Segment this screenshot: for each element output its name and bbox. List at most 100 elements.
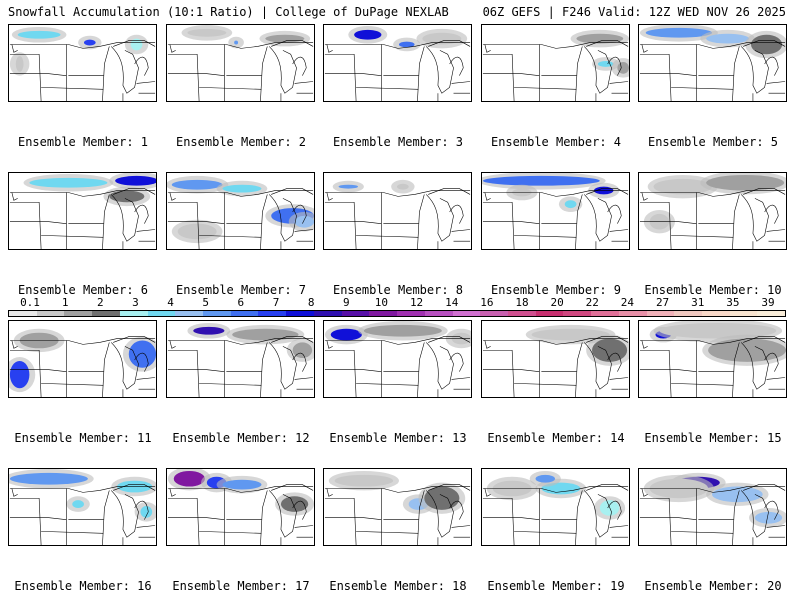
colorbar-tick-label: 14 [445, 296, 459, 309]
boundary-line [324, 369, 382, 372]
boundary-line [167, 349, 200, 397]
colorbar-swatch [480, 311, 508, 316]
boundary-line [356, 87, 419, 90]
boundary-line [671, 531, 734, 534]
ensemble-member-map [8, 468, 157, 546]
boundary-line [324, 53, 357, 101]
ensemble-member-label: Ensemble Member: 13 [329, 431, 467, 445]
boundary-line [609, 229, 629, 232]
colorbar-swatch [230, 311, 259, 316]
boundary-line [169, 488, 176, 497]
snow-accumulation-area [597, 61, 614, 67]
boundary-line [167, 221, 225, 224]
snow-accumulation-area [173, 470, 205, 487]
boundary-line [111, 342, 139, 390]
snow-accumulation-area [280, 496, 309, 512]
member-map-svg [482, 470, 629, 545]
snow-accumulation-area [187, 28, 227, 37]
boundary-line [514, 87, 577, 90]
boundary-line [586, 484, 629, 491]
boundary-line [426, 46, 454, 94]
snow-accumulation-area [140, 506, 153, 518]
boundary-line [136, 229, 156, 232]
ensemble-member-label: Ensemble Member: 17 [172, 579, 310, 593]
ensemble-member-label: Ensemble Member: 20 [644, 579, 782, 593]
boundary-line [426, 194, 454, 242]
ensemble-member-map [8, 24, 157, 102]
boundary-line [732, 342, 740, 397]
ensemble-member-map [166, 24, 315, 102]
boundary-line [102, 194, 110, 249]
boundary-line [292, 352, 307, 372]
ensemble-member-map [481, 468, 630, 546]
boundary-line [41, 87, 104, 90]
snow-accumulation-area [128, 340, 156, 368]
boundary-line [113, 40, 156, 47]
colorbar-swatch [646, 311, 675, 316]
boundary-line [451, 525, 471, 528]
boundary-line [9, 201, 42, 249]
snow-accumulation-area [712, 486, 763, 503]
snow-accumulation-area [294, 215, 314, 228]
colorbar-tick-label: 35 [726, 296, 740, 309]
boundary-line [260, 194, 268, 249]
ensemble-member-map [638, 468, 787, 546]
member-map-svg [639, 472, 786, 545]
snow-accumulation-area [115, 175, 156, 186]
boundary-line [482, 349, 515, 397]
boundary-line [584, 46, 612, 94]
boundary-line [428, 40, 471, 47]
snow-accumulation-area [706, 174, 785, 191]
ensemble-member-map [638, 172, 787, 250]
boundary-line [326, 488, 333, 497]
colorbar-tick-label: 9 [342, 296, 350, 309]
boundary-line [482, 221, 540, 224]
colorbar-tick-label: 4 [167, 296, 174, 309]
ensemble-member-label: Ensemble Member: 14 [487, 431, 625, 445]
boundary-line [41, 531, 104, 534]
colorbar-swatch [203, 311, 231, 316]
ensemble-member-label: Ensemble Member: 15 [644, 431, 782, 445]
snow-accumulation-area [83, 39, 96, 46]
boundary-line [294, 229, 314, 232]
snow-accumulation-area [130, 38, 143, 51]
colorbar-tick-label: 5 [202, 296, 210, 309]
snow-accumulation-area [334, 474, 394, 487]
boundary-line [9, 221, 67, 224]
member-map-svg [167, 469, 314, 545]
ensemble-member-map [323, 172, 472, 250]
boundary-line [426, 490, 454, 538]
ensemble-member-label: Ensemble Member: 8 [332, 283, 464, 297]
boundary-line [324, 349, 357, 397]
boundary-line [639, 369, 697, 372]
member-map-svg [482, 29, 629, 101]
member-map-svg [639, 173, 786, 249]
colorbar-swatch [397, 311, 425, 316]
boundary-line [641, 340, 648, 349]
boundary-line [449, 500, 464, 520]
boundary-line [639, 497, 672, 545]
boundary-line [639, 73, 697, 76]
colorbar-swatch [757, 311, 786, 316]
snow-accumulation-area [422, 32, 462, 45]
boundary-line [134, 56, 149, 76]
snow-accumulation-area [9, 472, 88, 485]
ensemble-member-map [638, 320, 787, 398]
boundary-line [575, 490, 583, 545]
boundary-line [766, 377, 786, 380]
snow-accumulation-area [576, 33, 624, 44]
boundary-line [586, 188, 629, 195]
boundary-line [484, 340, 491, 349]
boundary-line [641, 44, 648, 53]
boundary-line [764, 204, 779, 224]
colorbar-swatch [452, 311, 481, 316]
colorbar-swatch [313, 311, 342, 316]
boundary-line [741, 46, 769, 94]
boundary-line [639, 517, 697, 520]
colorbar-swatches [8, 310, 786, 317]
boundary-line [607, 352, 622, 372]
boundary-line [484, 488, 491, 497]
boundary-line [607, 56, 622, 76]
boundary-line [9, 497, 42, 545]
boundary-line [764, 500, 779, 520]
